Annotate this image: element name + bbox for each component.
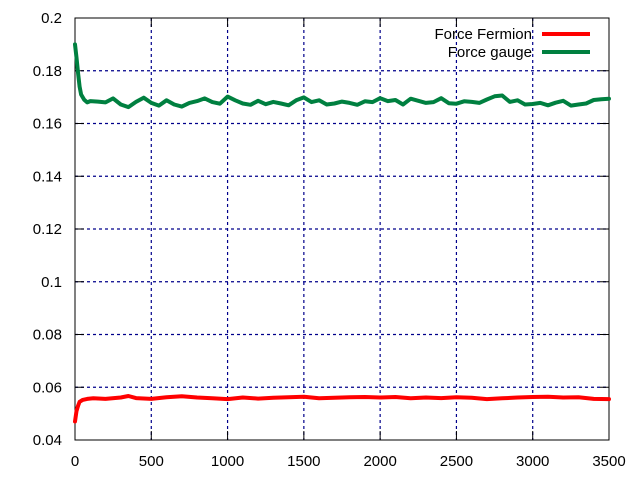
- x-tick-label: 1500: [287, 453, 320, 470]
- y-tick-label: 0.18: [33, 63, 62, 80]
- x-tick-label: 2000: [363, 453, 396, 470]
- x-tick-labels: 0 500 1000 1500 2000 2500 3000 3500: [71, 453, 626, 470]
- legend-label: Force Fermion: [434, 26, 532, 43]
- x-tick-label: 0: [71, 453, 79, 470]
- y-tick-label: 0.16: [33, 116, 62, 133]
- x-tick-label: 1000: [211, 453, 244, 470]
- y-tick-label: 0.1: [41, 274, 62, 291]
- y-tick-label: 0.08: [33, 327, 62, 344]
- series-lines: [73, 42, 611, 424]
- y-tick-label: 0.04: [33, 432, 62, 449]
- y-tick-label: 0.14: [33, 168, 62, 185]
- x-tick-label: 500: [139, 453, 164, 470]
- y-tick-label: 0.12: [33, 221, 62, 238]
- x-tick-label: 2500: [440, 453, 473, 470]
- y-tick-labels: 0.04 0.06 0.08 0.1 0.12 0.14 0.16 0.18 0.2: [33, 10, 62, 449]
- x-tick-label: 3000: [516, 453, 549, 470]
- x-tick-label: 3500: [592, 453, 625, 470]
- series-line-1: [73, 42, 611, 110]
- y-tick-label: 0.06: [33, 379, 62, 396]
- axis-ticks: [74, 17, 610, 441]
- legend-label: Force gauge: [448, 44, 532, 61]
- y-tick-label: 0.2: [41, 10, 62, 27]
- grid-lines: [75, 18, 609, 440]
- series-line-0: [73, 394, 611, 424]
